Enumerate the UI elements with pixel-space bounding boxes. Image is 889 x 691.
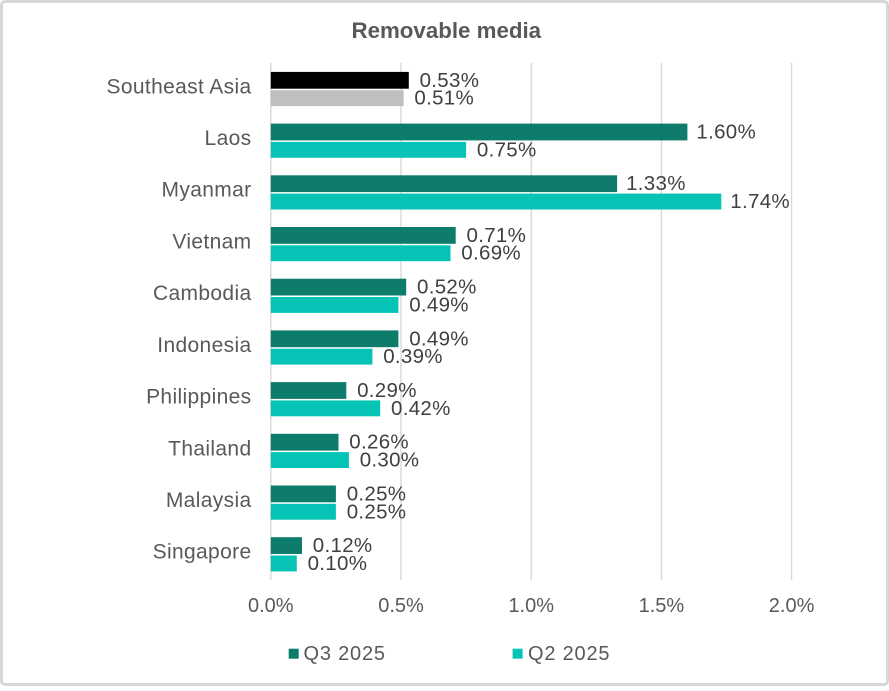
svg-text:0.25%: 0.25% — [347, 500, 407, 523]
svg-text:0.42%: 0.42% — [391, 397, 451, 420]
svg-text:0.0%: 0.0% — [248, 595, 294, 617]
svg-text:0.71%: 0.71% — [467, 224, 527, 247]
svg-text:0.49%: 0.49% — [409, 293, 469, 316]
svg-text:1.33%: 1.33% — [626, 172, 686, 195]
svg-text:0.29%: 0.29% — [357, 379, 417, 402]
svg-text:Philippines: Philippines — [146, 386, 251, 409]
svg-text:0.39%: 0.39% — [383, 345, 443, 368]
svg-text:Myanmar: Myanmar — [162, 179, 252, 202]
svg-text:0.5%: 0.5% — [378, 595, 424, 617]
svg-text:0.12%: 0.12% — [313, 534, 373, 557]
svg-text:1.74%: 1.74% — [730, 190, 790, 213]
svg-text:Q2 2025: Q2 2025 — [528, 643, 610, 665]
svg-text:0.30%: 0.30% — [360, 449, 420, 472]
svg-text:0.26%: 0.26% — [349, 431, 409, 454]
svg-text:0.49%: 0.49% — [409, 327, 469, 350]
svg-text:Malaysia: Malaysia — [166, 489, 252, 512]
svg-text:2.0%: 2.0% — [769, 595, 815, 617]
svg-text:0.69%: 0.69% — [461, 242, 521, 265]
svg-text:1.60%: 1.60% — [696, 121, 756, 144]
svg-text:0.53%: 0.53% — [420, 69, 480, 92]
svg-text:Singapore: Singapore — [153, 541, 252, 564]
svg-text:0.51%: 0.51% — [414, 87, 474, 110]
svg-text:1.0%: 1.0% — [508, 595, 554, 617]
svg-text:0.52%: 0.52% — [417, 276, 477, 299]
svg-text:1.5%: 1.5% — [639, 595, 685, 617]
svg-text:Laos: Laos — [205, 127, 252, 150]
svg-text:0.75%: 0.75% — [477, 138, 537, 161]
svg-text:Southeast Asia: Southeast Asia — [107, 75, 252, 98]
svg-text:Removable media: Removable media — [351, 18, 541, 43]
svg-text:Indonesia: Indonesia — [157, 334, 251, 357]
svg-text:0.10%: 0.10% — [308, 552, 368, 575]
svg-text:Vietnam: Vietnam — [172, 231, 251, 254]
svg-text:Thailand: Thailand — [168, 437, 251, 460]
svg-text:0.25%: 0.25% — [347, 482, 407, 505]
svg-text:Cambodia: Cambodia — [153, 282, 252, 305]
svg-text:Q3 2025: Q3 2025 — [304, 643, 386, 665]
